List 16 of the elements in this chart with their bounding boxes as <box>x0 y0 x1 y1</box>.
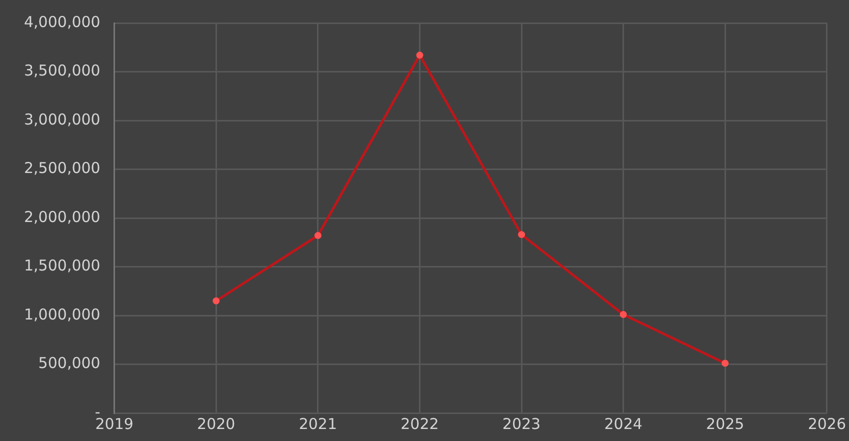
x-tick-label: 2026 <box>808 414 846 433</box>
y-tick-label: 500,000 <box>38 354 100 372</box>
y-tick-label: 3,000,000 <box>24 110 100 128</box>
x-tick-label: 2021 <box>298 414 338 433</box>
x-tick-label: 2020 <box>197 414 236 433</box>
y-tick-label: 3,500,000 <box>24 62 100 80</box>
y-tick-label: 1,500,000 <box>24 256 100 275</box>
y-tick-label: 2,000,000 <box>24 208 100 226</box>
x-tick-label: 2024 <box>604 414 642 433</box>
y-tick-label: 4,000,000 <box>24 12 100 31</box>
y-tick-label: 2,500,000 <box>24 159 100 178</box>
x-tick-label: 2019 <box>95 414 134 433</box>
y-tick-label: 1,000,000 <box>24 305 100 324</box>
x-tick-label: 2025 <box>706 414 744 433</box>
x-tick-label: 2023 <box>502 414 541 433</box>
x-tick-label: 2022 <box>400 414 439 433</box>
